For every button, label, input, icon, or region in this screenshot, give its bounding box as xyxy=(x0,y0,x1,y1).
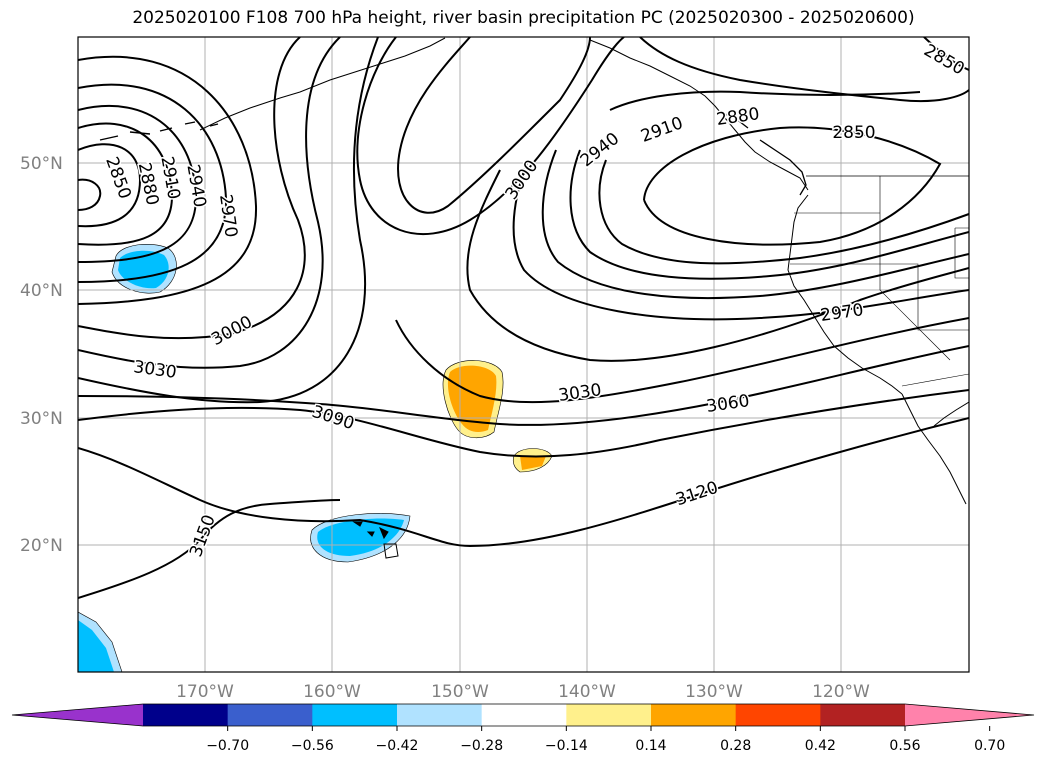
colorbar-tick-label: 0.14 xyxy=(635,738,666,754)
state-box-east xyxy=(954,227,969,279)
contour-label: 2850 xyxy=(832,123,875,143)
contour-low-2 xyxy=(78,122,174,246)
lon-label-130w: 130°W xyxy=(685,682,743,702)
contour-label: 2970 xyxy=(819,300,865,326)
contour-3060 xyxy=(78,345,969,426)
colorbar-box xyxy=(735,704,821,726)
lat-label-40n: 40°N xyxy=(20,281,63,301)
colorbar-box xyxy=(143,704,229,726)
map-title: 2025020100 F108 700 hPa height, river ba… xyxy=(132,8,915,28)
colorbar-box xyxy=(820,704,906,726)
contour-labels: 2850288029102940297030003030309031503000… xyxy=(100,39,970,561)
contour-label: 3060 xyxy=(705,391,751,417)
hawaii-island-3 xyxy=(352,521,363,527)
hawaii-island-4 xyxy=(366,531,375,537)
contour-label: 3030 xyxy=(557,380,603,406)
contour-label: 2940 xyxy=(182,163,209,209)
us-west-coast xyxy=(787,194,903,395)
negative-anomaly-hawaii xyxy=(317,518,404,556)
alaska-panhandle-coast xyxy=(589,39,809,191)
contour-label: 2940 xyxy=(577,129,623,171)
lat-label-30n: 30°N xyxy=(20,409,63,429)
contour-label: 3000 xyxy=(208,312,256,350)
height-contours xyxy=(78,37,969,599)
lon-label-150w: 150°W xyxy=(431,682,489,702)
colorbar-box xyxy=(227,704,313,726)
lat-label-20n: 20°N xyxy=(20,536,63,556)
lat-label-50n: 50°N xyxy=(20,154,63,174)
contour-2850 xyxy=(643,126,942,246)
contour-2970 xyxy=(512,159,969,321)
contour-3030 xyxy=(395,317,969,404)
coastlines xyxy=(99,37,969,559)
contour-low-4 xyxy=(78,83,228,283)
contour-low-5 xyxy=(78,55,258,305)
hawaii-island-1 xyxy=(379,526,389,540)
colorbar-extend-low xyxy=(12,704,143,726)
bc-islands-coast xyxy=(719,111,807,196)
colorbar-box xyxy=(312,704,398,726)
contour-2940 xyxy=(541,149,969,300)
contour-label: 3030 xyxy=(132,357,178,383)
contour-3120 xyxy=(78,417,969,548)
contour-3150 xyxy=(78,499,341,599)
colorbar-tick-label: 0.42 xyxy=(805,738,836,754)
contour-ridge-east-2 xyxy=(609,37,969,111)
colorbar-box xyxy=(566,704,652,726)
colorbar-box xyxy=(651,704,737,726)
mexico-border xyxy=(901,373,969,387)
contour-3000-west xyxy=(78,37,306,340)
latitude-labels: 50°N 40°N 30°N 20°N xyxy=(20,154,63,556)
longitude-labels: 170°W 160°W 150°W 140°W 130°W 120°W xyxy=(176,682,870,702)
colorbar-tick-label: 0.28 xyxy=(720,738,751,754)
contour-2880 xyxy=(598,159,969,265)
colorbar-tick-label: 0.70 xyxy=(974,738,1005,754)
lon-label-120w: 120°W xyxy=(812,682,870,702)
state-border-ca-nv xyxy=(880,263,969,331)
contour-3000-central xyxy=(466,169,969,362)
contour-3030-west xyxy=(78,37,341,369)
lon-label-140w: 140°W xyxy=(558,682,616,702)
contour-3090 xyxy=(78,389,969,458)
colorbar-box xyxy=(481,704,567,726)
lon-label-170w: 170°W xyxy=(176,682,234,702)
contour-label: 2880 xyxy=(715,104,761,130)
contour-low-3 xyxy=(78,105,198,263)
colorbar-tick-label: −0.70 xyxy=(206,738,249,754)
contour-label: 2850 xyxy=(101,154,135,201)
colorbar-tick-label: −0.56 xyxy=(291,738,334,754)
contour-low-center xyxy=(78,178,102,211)
positive-anomaly-small xyxy=(520,456,546,470)
map-frame xyxy=(77,36,970,673)
contour-low-1 xyxy=(78,143,142,228)
hawaii-island-2 xyxy=(383,543,399,559)
colorbar-tick-label: −0.14 xyxy=(545,738,588,754)
contour-label: 2880 xyxy=(134,161,163,207)
gridlines xyxy=(78,37,969,672)
contour-ridge-outer xyxy=(356,37,625,236)
baja-california-coast xyxy=(901,393,967,505)
lon-label-160w: 160°W xyxy=(303,682,361,702)
contour-label: 2910 xyxy=(638,113,685,147)
baja-gulf-coast xyxy=(933,401,969,427)
colorbar-outline xyxy=(11,703,1035,727)
colorbar-extend-high xyxy=(905,704,1034,726)
alaska-peninsula-coast xyxy=(199,37,446,131)
contour-2910 xyxy=(569,149,969,280)
colorbar-box xyxy=(397,704,483,726)
negative-anomaly-sw xyxy=(78,620,114,672)
contour-label: 3000 xyxy=(502,156,543,203)
state-border-ca-nv-diag xyxy=(879,264,951,361)
colorbar-tick-label: −0.28 xyxy=(460,738,503,754)
contour-label: 3150 xyxy=(186,512,220,559)
contour-ridge-inner xyxy=(397,37,591,214)
contour-label: 2850 xyxy=(920,41,967,80)
colorbar-tick-label: 0.56 xyxy=(889,738,920,754)
colorbar-tick-label: −0.42 xyxy=(376,738,419,754)
contour-ridge-east-1 xyxy=(639,37,969,103)
colorbar: −0.70 −0.56 −0.42 −0.28 −0.14 0.14 0.28 0.42 0.5… xyxy=(11,703,1035,754)
